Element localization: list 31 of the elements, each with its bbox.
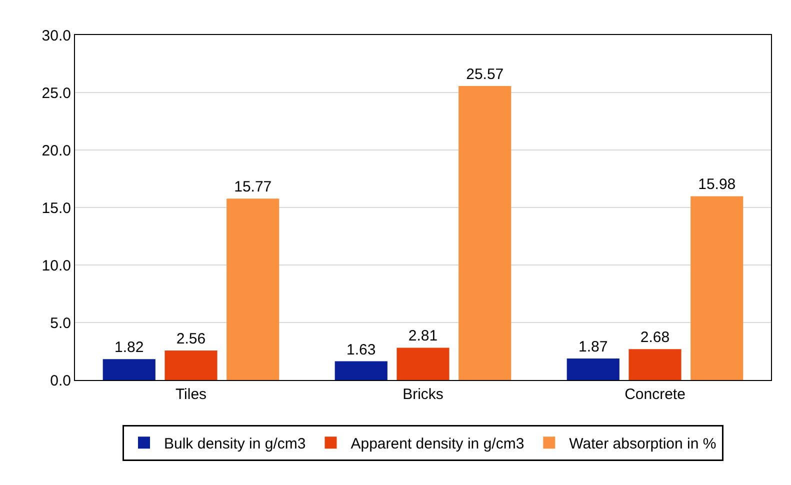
y-tick-label: 0.0 <box>50 372 71 390</box>
data-label: 2.68 <box>640 329 670 346</box>
y-tick-label: 5.0 <box>50 314 71 332</box>
legend-label: Apparent density in g/cm3 <box>350 435 524 452</box>
bar <box>458 86 512 380</box>
bar <box>690 196 744 380</box>
y-tick-label: 25.0 <box>42 84 71 102</box>
legend-label: Bulk density in g/cm3 <box>164 435 306 452</box>
legend-label: Water absorption in % <box>569 435 716 452</box>
bar <box>334 361 388 380</box>
bar <box>396 348 450 380</box>
bar <box>102 359 156 380</box>
x-tick-label: Concrete <box>624 386 686 403</box>
y-tick-label: 15.0 <box>42 200 71 217</box>
data-label: 15.77 <box>234 178 272 196</box>
data-label: 1.82 <box>114 339 144 356</box>
bar <box>566 358 620 380</box>
bar <box>164 350 218 380</box>
data-label: 1.87 <box>578 338 608 356</box>
data-label: 15.98 <box>698 176 736 194</box>
x-tick-label: Bricks <box>402 386 444 403</box>
y-tick-label: 10.0 <box>42 257 71 274</box>
y-tick-label: 20.0 <box>42 142 71 160</box>
data-label: 2.81 <box>408 328 438 345</box>
x-tick-label: Tiles <box>175 386 207 403</box>
data-label: 1.63 <box>346 341 376 358</box>
data-label: 25.57 <box>466 66 504 83</box>
y-tick-label: 30.0 <box>42 27 71 44</box>
data-label: 2.56 <box>176 330 206 348</box>
bar <box>628 349 682 380</box>
bar <box>226 198 280 380</box>
